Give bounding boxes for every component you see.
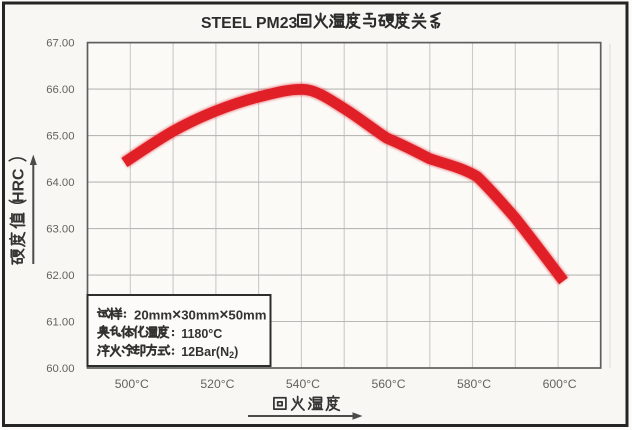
- svg-text:500°C: 500°C: [115, 377, 149, 391]
- svg-text:67.00: 67.00: [46, 38, 74, 50]
- svg-text:12Bar(N2): 12Bar(N2): [181, 345, 238, 360]
- svg-text:1180°C: 1180°C: [181, 327, 222, 341]
- svg-text:580°C: 580°C: [457, 377, 491, 391]
- svg-text:540°C: 540°C: [286, 377, 320, 391]
- svg-text:64.00: 64.00: [46, 177, 74, 189]
- svg-text:65.00: 65.00: [46, 131, 74, 143]
- svg-text:60.00: 60.00: [46, 363, 74, 375]
- svg-text:520°C: 520°C: [200, 377, 234, 391]
- svg-text:20mm×30mm×50mm: 20mm×30mm×50mm: [134, 307, 267, 324]
- svg-text:62.00: 62.00: [46, 270, 74, 282]
- svg-text:STEEL PM23: STEEL PM23: [201, 15, 297, 32]
- svg-text:560°C: 560°C: [371, 377, 405, 391]
- svg-text:HRC: HRC: [10, 169, 27, 203]
- svg-text:61.00: 61.00: [46, 316, 74, 328]
- svg-text:63.00: 63.00: [46, 224, 74, 236]
- svg-text:600°C: 600°C: [543, 377, 577, 391]
- svg-text:66.00: 66.00: [46, 84, 74, 96]
